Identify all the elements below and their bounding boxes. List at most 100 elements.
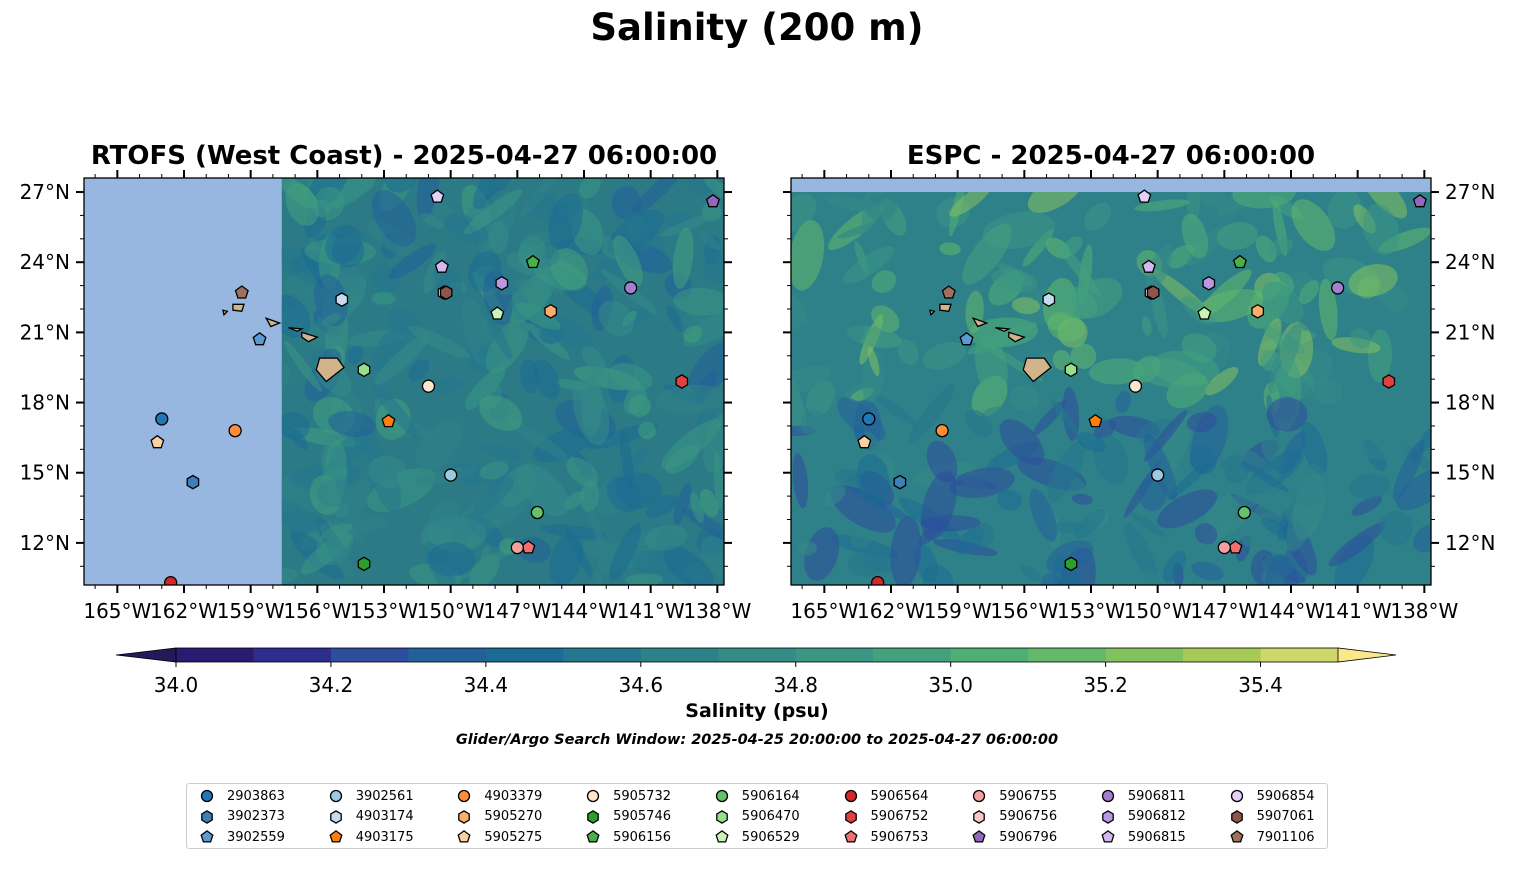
legend-entry: 5906812 bbox=[1098, 807, 1186, 827]
float-5905732[interactable] bbox=[421, 379, 436, 393]
legend-label: 5906752 bbox=[870, 809, 929, 824]
float-3902373[interactable] bbox=[186, 474, 200, 490]
float-5905746[interactable] bbox=[357, 556, 371, 572]
legend-marker bbox=[973, 789, 986, 803]
pentagon-marker-icon bbox=[1101, 830, 1115, 843]
float-5906812[interactable] bbox=[1202, 275, 1216, 291]
float-5905270[interactable] bbox=[544, 303, 558, 319]
legend-marker bbox=[586, 789, 600, 803]
float-5905275[interactable] bbox=[857, 434, 872, 449]
legend-marker bbox=[972, 830, 986, 843]
float-3902561[interactable] bbox=[1151, 468, 1165, 482]
float-2903863[interactable] bbox=[155, 412, 169, 426]
circle-marker-icon bbox=[844, 789, 857, 803]
float-3902373[interactable] bbox=[893, 474, 907, 490]
float-4903379[interactable] bbox=[228, 423, 242, 438]
colorbar-tick-label: 35.0 bbox=[928, 673, 973, 697]
float-7901106[interactable] bbox=[941, 285, 956, 299]
island-1 bbox=[301, 331, 320, 343]
legend-marker bbox=[844, 809, 857, 824]
float-3902561[interactable] bbox=[444, 468, 458, 482]
float-5907061[interactable] bbox=[1146, 285, 1160, 300]
float-5906796[interactable] bbox=[1412, 193, 1427, 208]
float-5907061[interactable] bbox=[439, 285, 453, 300]
colorbar-bin bbox=[873, 648, 952, 662]
legend-marker bbox=[1102, 809, 1114, 824]
x-tick-label: 147°W bbox=[483, 599, 551, 623]
legend-label: 4903379 bbox=[484, 788, 543, 804]
float-5906815[interactable] bbox=[434, 259, 449, 273]
float-5906811[interactable] bbox=[624, 281, 638, 295]
legend-label: 5906796 bbox=[999, 829, 1058, 845]
legend-marker bbox=[844, 789, 857, 803]
x-tick-label: 159°W bbox=[924, 599, 992, 623]
float-4903379[interactable] bbox=[935, 423, 949, 438]
float-5906812[interactable] bbox=[495, 275, 509, 291]
island-2 bbox=[288, 327, 305, 332]
colorbar-tick-label: 34.6 bbox=[619, 673, 664, 697]
float-5906815[interactable] bbox=[1141, 259, 1156, 273]
float-4903174[interactable] bbox=[1042, 292, 1056, 307]
legend-entry: 5906156 bbox=[583, 827, 671, 847]
circle-marker-icon bbox=[200, 789, 214, 803]
espc-map[interactable]: 165°W162°W159°W156°W153°W150°W147°W144°W… bbox=[783, 170, 1495, 623]
circle-marker-icon bbox=[329, 789, 342, 803]
float-4903175[interactable] bbox=[381, 413, 396, 428]
float-5906164[interactable] bbox=[530, 505, 544, 520]
float-5906752[interactable] bbox=[1382, 374, 1396, 389]
colorbar-bin bbox=[1260, 648, 1339, 662]
float-5906796[interactable] bbox=[705, 193, 720, 208]
colorbar-tick-label: 34.0 bbox=[154, 673, 199, 697]
float-4903175[interactable] bbox=[1088, 413, 1103, 428]
float-5906564[interactable] bbox=[164, 576, 178, 589]
float-5906854[interactable] bbox=[1137, 189, 1152, 203]
island-5 bbox=[222, 309, 229, 317]
float-7901106[interactable] bbox=[234, 285, 249, 299]
float-5906156[interactable] bbox=[1232, 254, 1247, 269]
float-2903863[interactable] bbox=[862, 412, 876, 426]
circle-marker-icon bbox=[458, 789, 471, 803]
island-0 bbox=[1022, 357, 1052, 383]
legend-entry: 4903379 bbox=[454, 786, 542, 806]
pentagon-marker-icon bbox=[843, 830, 858, 843]
float-5906752[interactable] bbox=[675, 374, 689, 389]
figure-title: Salinity (200 m) bbox=[590, 6, 924, 49]
rtofs-map[interactable]: 165°W162°W159°W156°W153°W150°W147°W144°W… bbox=[20, 170, 752, 623]
x-tick-label: 159°W bbox=[217, 599, 285, 623]
float-4903174[interactable] bbox=[335, 292, 349, 307]
float-5906755[interactable] bbox=[510, 540, 524, 555]
legend-entry: 5906164 bbox=[712, 786, 800, 806]
legend-marker bbox=[458, 789, 471, 803]
float-5906529[interactable] bbox=[490, 306, 505, 320]
legend-marker bbox=[586, 830, 600, 843]
float-5906470[interactable] bbox=[357, 362, 371, 378]
legend-entry: 2903863 bbox=[197, 786, 285, 806]
float-5906529[interactable] bbox=[1197, 306, 1212, 320]
legend-marker bbox=[843, 830, 858, 843]
float-5905270[interactable] bbox=[1251, 303, 1265, 319]
x-tick-label: 156°W bbox=[990, 599, 1058, 623]
y-tick-label: 24°N bbox=[1445, 250, 1495, 274]
legend-marker bbox=[973, 809, 986, 824]
float-5906854[interactable] bbox=[430, 189, 445, 203]
legend-marker bbox=[1230, 809, 1243, 824]
colorbar-bin bbox=[176, 648, 254, 662]
float-5905275[interactable] bbox=[150, 434, 165, 449]
float-3902559[interactable] bbox=[959, 331, 974, 346]
circle-marker-icon bbox=[1101, 789, 1115, 803]
float-5906470[interactable] bbox=[1064, 362, 1078, 378]
hexagon-marker-icon bbox=[715, 809, 728, 824]
float-5906164[interactable] bbox=[1237, 505, 1251, 520]
x-tick-label: 144°W bbox=[1257, 599, 1325, 623]
float-5906564[interactable] bbox=[871, 576, 885, 589]
float-3902559[interactable] bbox=[252, 331, 267, 346]
colorbar-bin bbox=[408, 648, 487, 662]
float-5905732[interactable] bbox=[1128, 379, 1143, 393]
x-tick-label: 162°W bbox=[857, 599, 925, 623]
float-5906811[interactable] bbox=[1331, 281, 1345, 295]
float-5906755[interactable] bbox=[1217, 540, 1231, 555]
float-5905746[interactable] bbox=[1064, 556, 1078, 572]
legend-marker bbox=[1101, 830, 1115, 843]
float-5906156[interactable] bbox=[525, 254, 540, 269]
colorbar-bin bbox=[718, 648, 797, 662]
